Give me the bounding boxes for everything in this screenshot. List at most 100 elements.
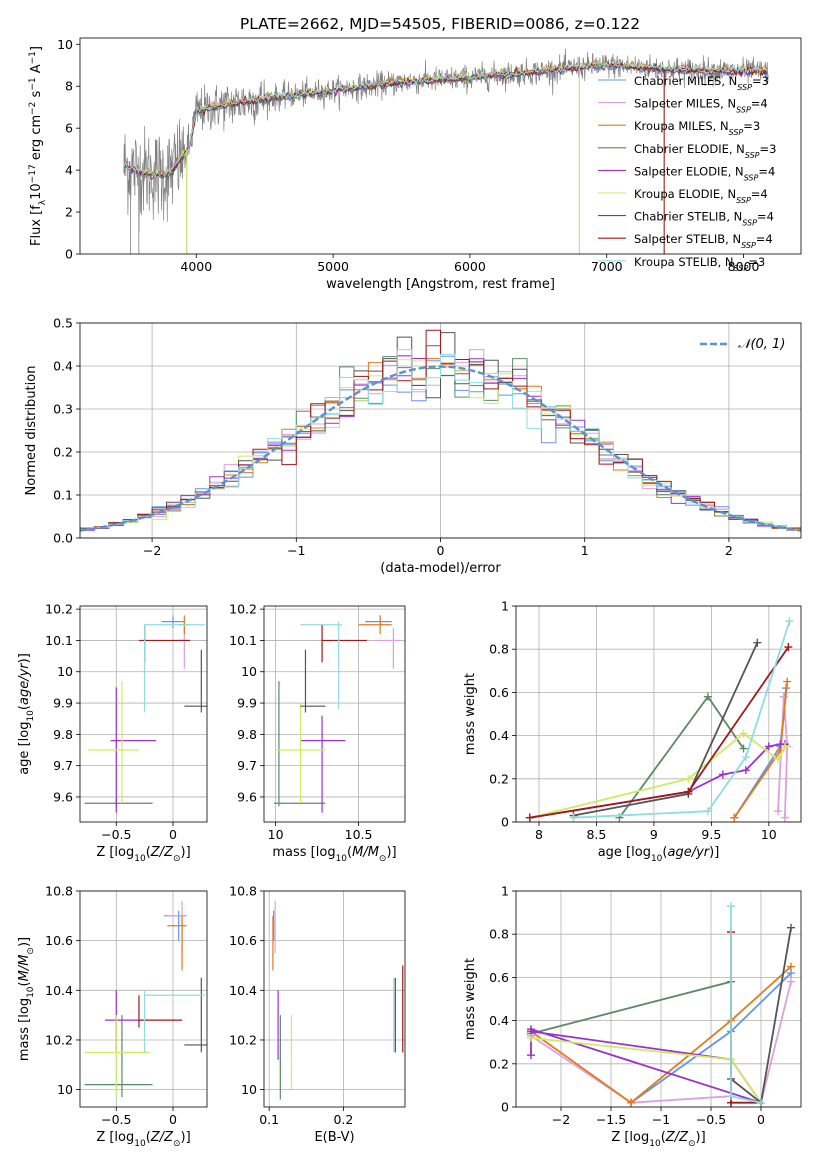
x-tick-label: 8 xyxy=(535,827,543,842)
y-axis-label: mass weight xyxy=(463,673,478,755)
x-tick-label: 10.5 xyxy=(345,827,373,842)
x-tick-label: 8.5 xyxy=(586,827,606,842)
legend-label: Chabrier STELIB, NSSP=4 xyxy=(634,210,774,228)
mass-weight-marker xyxy=(703,807,712,816)
axes-frame xyxy=(79,37,802,255)
y-axis-label: Normed distribution xyxy=(24,366,39,496)
plot-area-mass-vs-EBV xyxy=(272,900,404,1100)
mass-weight-marker xyxy=(527,1025,535,1034)
y-tick-label: 1 xyxy=(501,884,509,899)
mass-weight-marker xyxy=(739,729,748,738)
y-tick-label: 10 xyxy=(57,664,73,679)
y-tick-label: 6 xyxy=(65,121,73,136)
plot-area-mass-vs-Z xyxy=(84,900,207,1098)
y-tick-label: 10.6 xyxy=(229,933,257,948)
axes-mass-vs-EBV: 0.1 0.2 10 10.2 10.4 10.6 10.8 E(B-V) xyxy=(229,884,406,1145)
mass-weight-marker xyxy=(527,1051,535,1060)
legend-label: Chabrier MILES, NSSP=3 xyxy=(634,74,769,92)
x-tick-label: 9.5 xyxy=(701,827,721,842)
x-tick-label: 10 xyxy=(761,827,777,842)
plot-area-age-vs-Z xyxy=(84,615,207,813)
y-tick-label: 0.2 xyxy=(53,445,73,460)
y-tick-label: 10.6 xyxy=(45,933,73,948)
y-tick-label: 0.4 xyxy=(489,1013,509,1028)
x-tick-label: −0.5 xyxy=(101,1112,131,1127)
mass-weight-line xyxy=(730,906,762,1104)
x-tick-label: −1 xyxy=(652,1112,670,1127)
axes-frame xyxy=(79,890,208,1108)
y-tick-label: 0.4 xyxy=(489,728,509,743)
x-tick-label: 8000 xyxy=(728,259,760,274)
x-tick-label: 6000 xyxy=(454,259,486,274)
axes-residuals: −2 −1 0 1 2 0.0 0.1 0.2 0.3 0.4 0.5 𝒩(0, 1) (data-mo… xyxy=(24,316,802,576)
y-tick-label: 10.1 xyxy=(229,633,257,648)
mass-weight-marker xyxy=(784,643,793,652)
y-tick-label: 0.5 xyxy=(53,316,73,331)
y-tick-label: 10.8 xyxy=(45,884,73,899)
mass-weight-marker xyxy=(780,742,789,751)
x-tick-label: 0 xyxy=(757,1112,765,1127)
x-tick-label: 0.1 xyxy=(259,1112,279,1127)
y-tick-label: 0.1 xyxy=(53,488,73,503)
mass-weight-marker xyxy=(783,677,792,686)
axes-mass-vs-Z: −0.5 0 10 10.2 10.4 10.6 10.8 Z [log10(Z/Z⊙)] ma… xyxy=(17,884,208,1149)
x-tick-label: −2 xyxy=(143,543,161,558)
mass-weight-marker xyxy=(757,1098,765,1107)
y-tick-label: 10.2 xyxy=(229,602,257,617)
mass-weight-marker xyxy=(785,617,794,626)
x-axis-label: age [log10(age/yr)] xyxy=(598,845,720,864)
plot-area-mass-weight-vs-Z xyxy=(527,902,795,1107)
plot-area-age-vs-mass xyxy=(273,615,402,813)
y-tick-label: 10.4 xyxy=(229,983,257,998)
plot-area-residuals xyxy=(80,329,801,532)
x-tick-label: 0 xyxy=(169,827,177,842)
legend-label: Chabrier ELODIE, NSSP=3 xyxy=(634,142,776,160)
x-tick-label: −1 xyxy=(287,543,305,558)
x-tick-label: 7000 xyxy=(591,259,623,274)
mass-weight-marker xyxy=(730,813,739,822)
axes-mass-weight-vs-Z: −2 −1.5 −1 −0.5 0 0 0.2 0.4 0.6 0.8 1 Z [log10(Z/Z⊙… xyxy=(463,884,802,1149)
x-axis-label: Z [log10(Z/Z⊙)] xyxy=(96,845,190,864)
axes-frame xyxy=(515,605,802,823)
y-tick-label: 9.8 xyxy=(53,727,73,742)
x-tick-label: 10 xyxy=(268,827,284,842)
x-tick-label: 0 xyxy=(169,1112,177,1127)
mass-weight-marker xyxy=(684,787,693,796)
x-axis-label: Z [log10(Z/Z⊙)] xyxy=(96,1130,190,1149)
figure-title: PLATE=2662, MJD=54505, FIBERID=0086, z=0… xyxy=(240,15,640,33)
y-axis-label: mass [log10(M/M⊙)] xyxy=(17,937,36,1061)
x-tick-label: 4000 xyxy=(180,259,212,274)
axes-age-vs-mass: 10 10.5 9.6 9.7 9.8 9.9 10 10.1 10.2 mass [log10(… xyxy=(229,602,406,864)
y-tick-label: 4 xyxy=(65,163,73,178)
y-tick-label: 10 xyxy=(57,1082,73,1097)
mass-weight-marker xyxy=(764,742,773,751)
y-tick-label: 0 xyxy=(65,247,73,262)
y-tick-label: 0.0 xyxy=(53,531,73,546)
x-axis-label: mass [log10(M/M⊙)] xyxy=(272,845,396,864)
y-tick-label: 0.2 xyxy=(489,1056,509,1071)
x-tick-label: 9 xyxy=(650,827,658,842)
y-tick-label: 9.9 xyxy=(237,696,257,711)
mass-weight-marker xyxy=(780,813,789,822)
legend-label: Salpeter STELIB, NSSP=4 xyxy=(634,232,773,250)
mass-weight-line xyxy=(529,732,786,819)
axes-frame xyxy=(79,322,802,539)
x-tick-label: 0.2 xyxy=(333,1112,353,1127)
y-tick-label: 0.2 xyxy=(489,771,509,786)
y-tick-label: 2 xyxy=(65,205,73,220)
y-axis-label: mass weight xyxy=(463,958,478,1040)
mass-weight-marker xyxy=(627,1098,635,1107)
plot-area-mass-weight-vs-age xyxy=(525,617,794,822)
mass-weight-marker xyxy=(527,1033,535,1042)
x-axis-label: wavelength [Angstrom, rest frame] xyxy=(326,277,555,292)
axes-mass-weight-vs-age: 8 8.5 9 9.5 10 0 0.2 0.4 0.6 0.8 1 age [log10(age/y… xyxy=(463,599,802,864)
legend-label: Kroupa ELODIE, NSSP=4 xyxy=(634,187,768,205)
x-tick-label: −1.5 xyxy=(596,1112,626,1127)
x-tick-label: −2 xyxy=(552,1112,570,1127)
y-tick-label: 0.8 xyxy=(489,642,509,657)
legend-label: Salpeter ELODIE, NSSP=4 xyxy=(634,164,775,182)
y-tick-label: 9.7 xyxy=(53,758,73,773)
mass-weight-marker xyxy=(727,1092,735,1101)
mass-weight-line xyxy=(529,646,790,819)
